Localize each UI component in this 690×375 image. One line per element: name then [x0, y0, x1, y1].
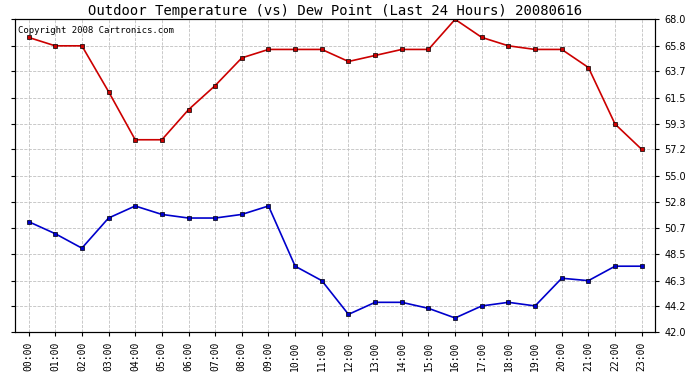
Title: Outdoor Temperature (vs) Dew Point (Last 24 Hours) 20080616: Outdoor Temperature (vs) Dew Point (Last…	[88, 4, 582, 18]
Text: Copyright 2008 Cartronics.com: Copyright 2008 Cartronics.com	[19, 26, 175, 34]
